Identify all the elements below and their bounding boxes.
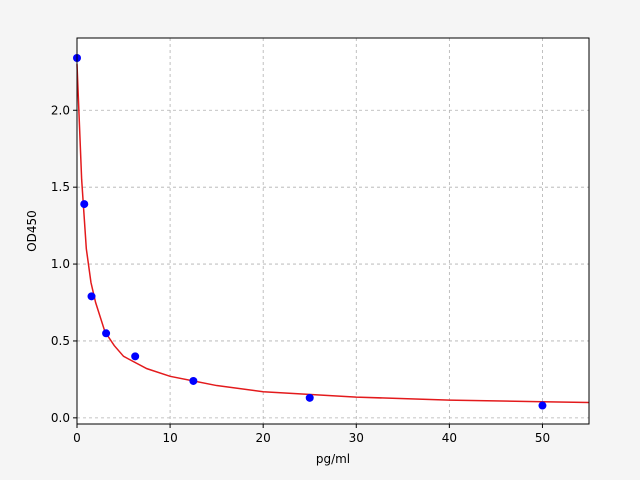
plot-frame [76, 37, 590, 425]
x-tick-label: 20 [256, 431, 271, 445]
data-point [80, 200, 89, 209]
data-point [102, 329, 111, 338]
y-tick-label: 1.0 [51, 257, 70, 271]
x-tick-label: 10 [162, 431, 177, 445]
y-axis-label: OD450 [25, 210, 39, 252]
y-tick-label: 1.5 [51, 180, 70, 194]
data-point [189, 376, 198, 385]
x-tick-label: 0 [73, 431, 81, 445]
x-tick-label: 50 [535, 431, 550, 445]
data-point [305, 393, 314, 402]
y-tick-label: 2.0 [51, 103, 70, 117]
x-tick-label: 30 [349, 431, 364, 445]
x-tick-label: 40 [442, 431, 457, 445]
data-point [87, 292, 96, 301]
data-point [131, 352, 140, 361]
data-point [538, 401, 547, 410]
y-tick-label: 0.0 [51, 411, 70, 425]
x-axis-label: pg/ml [316, 452, 350, 466]
y-tick-label: 0.5 [51, 334, 70, 348]
fit-curve [76, 64, 590, 404]
plot-area [77, 38, 589, 424]
